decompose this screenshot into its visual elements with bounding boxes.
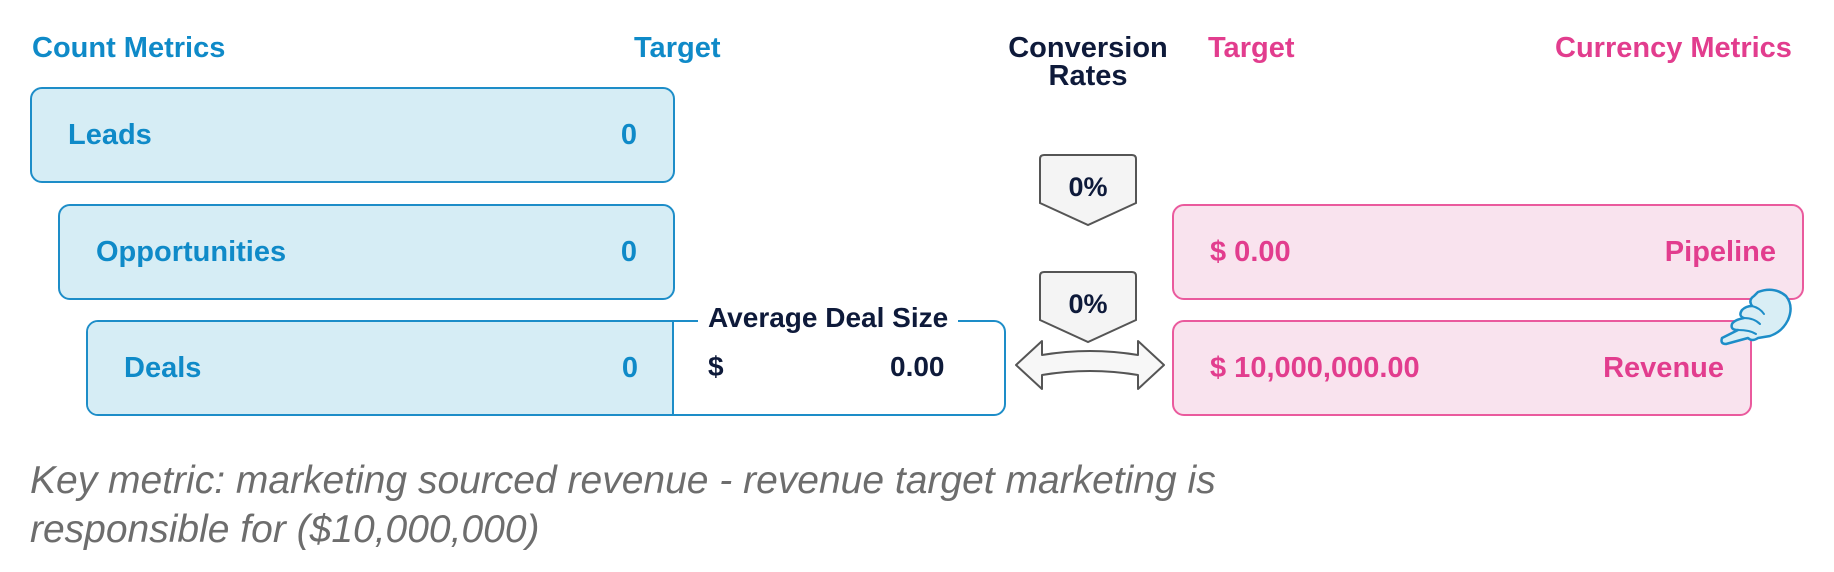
conversion-rate-opportunities-deals: 0% [1068,288,1108,319]
average-deal-size-value[interactable]: 0.00 [890,351,945,382]
revenue-target: $ 10,000,000.00 [1210,351,1420,384]
deals-box[interactable]: Deals 0 [86,320,1006,416]
deals-target-cell: Deals 0 [88,322,674,414]
pipeline-target: $ 0.00 [1210,235,1291,268]
opportunities-target: 0 [620,235,637,268]
currency-metrics-header: Currency Metrics [1555,32,1792,64]
opportunities-label: Opportunities [96,235,287,268]
pipeline-box[interactable]: $ 0.00 Pipeline [1172,204,1804,300]
revenue-box[interactable]: $ 10,000,000.00 Revenue [1172,320,1752,416]
target-right-header: Target [1208,32,1295,64]
leads-box[interactable]: Leads 0 [30,87,675,183]
leads-target: 0 [620,118,637,151]
conversion-rates-header: Conversion Rates [1008,32,1168,92]
target-left-header: Target [634,32,721,64]
average-deal-size-title: Average Deal Size [698,302,959,334]
chevron-badge-icon [1039,271,1137,344]
deals-label: Deals [124,351,202,384]
conversion-rate-leads-opportunities: 0% [1068,171,1108,202]
deals-target: 0 [621,351,638,384]
opportunities-box[interactable]: Opportunities 0 [58,204,675,300]
key-metric-note: Key metric: marketing sourced revenue - … [30,459,1216,551]
revenue-label: Revenue [1603,351,1724,384]
count-metrics-header: Count Metrics [32,32,226,64]
pipeline-label: Pipeline [1664,235,1776,268]
double-arrow-icon [1015,340,1165,390]
conversion-rate-badge: 0% [1038,153,1138,227]
chevron-badge-icon [1039,154,1137,227]
pointing-hand-icon [1720,288,1792,346]
average-deal-size-currency: $ [708,351,724,382]
conversion-rate-badge: 0% [1038,270,1138,344]
leads-label: Leads [68,118,152,151]
